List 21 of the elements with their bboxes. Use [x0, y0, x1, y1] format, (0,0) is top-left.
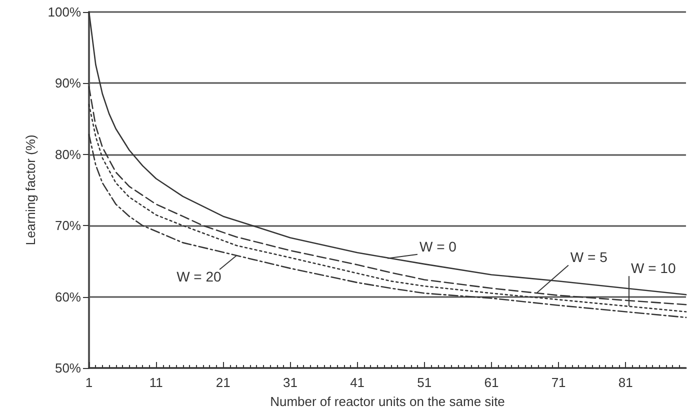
x-tick-label: 31 — [283, 375, 298, 390]
x-tick-label: 51 — [417, 375, 432, 390]
x-tick-label: 21 — [216, 375, 230, 390]
x-tick-label: 61 — [484, 375, 499, 390]
x-tick-label: 11 — [149, 375, 163, 390]
x-tick-label: 41 — [350, 375, 365, 390]
x-tick-label: 71 — [551, 375, 566, 390]
y-tick-label: 50% — [54, 360, 82, 376]
annotation: W = 10 — [630, 260, 676, 276]
y-tick-label: 90% — [54, 76, 82, 91]
y-tick-label: 80% — [54, 146, 82, 162]
x-axis-title: Number of reactor units on the same site — [270, 394, 505, 409]
annotation: W = 20 — [176, 268, 222, 285]
x-tick-label: 81 — [618, 375, 633, 390]
annotation: W = 0 — [420, 238, 457, 254]
x-tick-label: 1 — [85, 375, 93, 390]
y-tick-label: 60% — [54, 289, 82, 304]
y-tick-label: 70% — [54, 218, 82, 234]
annotation: W = 5 — [570, 249, 608, 266]
y-tick-label: 100% — [48, 4, 82, 20]
y-axis-title: Learning factor (%) — [22, 134, 38, 246]
